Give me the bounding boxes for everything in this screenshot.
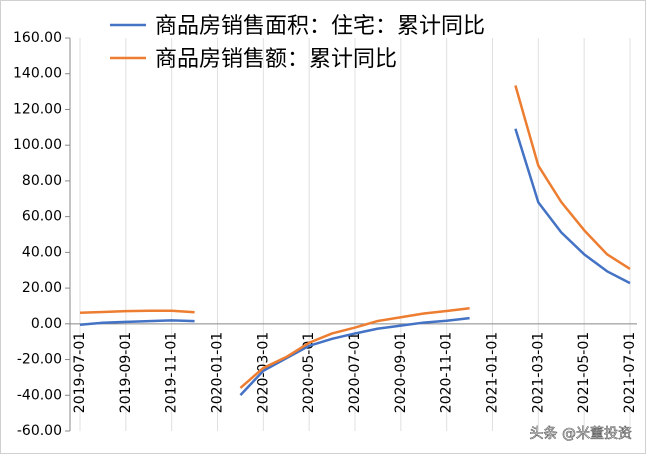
y-tick-label: 120.00: [13, 101, 62, 117]
x-tick-label: 2020-05-01: [301, 332, 317, 413]
legend-label: 商品房销售额：累计同比: [155, 47, 397, 72]
legend-label: 商品房销售面积：住宅：累计同比: [155, 14, 485, 39]
x-tick-label: 2019-07-01: [72, 332, 88, 413]
x-tick-label: 2020-01-01: [210, 332, 226, 413]
x-tick-label: 2021-03-01: [530, 332, 546, 413]
y-tick-label: 20.00: [22, 280, 62, 296]
y-tick-label: 80.00: [22, 173, 62, 189]
y-tick-label: -20.00: [17, 352, 62, 368]
series-line: [79, 128, 631, 396]
y-tick-label: 0.00: [31, 316, 62, 332]
x-tick-label: 2019-11-01: [164, 332, 180, 413]
x-tick-label: 2021-07-01: [622, 332, 638, 413]
x-tick-label: 2019-09-01: [118, 332, 134, 413]
x-tick-label: 2021-05-01: [576, 332, 592, 413]
y-tick-label: 160.00: [13, 30, 62, 46]
y-tick-label: 140.00: [13, 66, 62, 82]
watermark: 头条 @米董投资: [530, 425, 632, 442]
y-tick-label: -40.00: [17, 387, 62, 403]
y-tick-label: 100.00: [13, 137, 62, 153]
series-line: [79, 85, 631, 389]
x-tick-label: 2020-11-01: [439, 332, 455, 413]
y-tick-label: -60.00: [17, 423, 62, 439]
y-tick-label: 40.00: [22, 244, 62, 260]
x-tick-label: 2020-07-01: [347, 332, 363, 413]
x-tick-label: 2020-09-01: [393, 332, 409, 413]
y-tick-label: 60.00: [22, 209, 62, 225]
x-tick-label: 2021-01-01: [485, 332, 501, 413]
